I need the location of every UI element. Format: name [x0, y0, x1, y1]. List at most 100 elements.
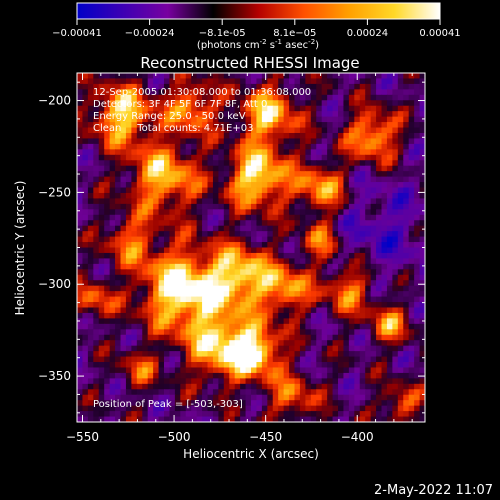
- heatmap-cell: [299, 247, 306, 254]
- heatmap-cell: [180, 394, 187, 401]
- heatmap-cell: [321, 362, 328, 369]
- heatmap-cell: [289, 78, 296, 85]
- heatmap-cell: [98, 171, 105, 178]
- heatmap-cell: [283, 345, 290, 352]
- heatmap-cell: [392, 160, 399, 167]
- heatmap-cell: [299, 372, 306, 379]
- heatmap-cell: [185, 209, 192, 216]
- heatmap-cell: [142, 405, 149, 412]
- heatmap-cell: [180, 198, 187, 205]
- heatmap-cell: [359, 296, 366, 303]
- heatmap-cell: [180, 225, 187, 232]
- heatmap-cell: [370, 285, 377, 292]
- heatmap-cell: [261, 383, 268, 390]
- heatmap-cell: [419, 400, 425, 407]
- heatmap-cell: [93, 378, 100, 385]
- heatmap-cell: [93, 340, 100, 347]
- heatmap-cell: [164, 323, 171, 330]
- heatmap-cell: [261, 231, 268, 238]
- heatmap-cell: [223, 149, 230, 156]
- heatmap-cell: [229, 323, 236, 330]
- heatmap-cell: [207, 209, 214, 216]
- heatmap-cell: [267, 389, 274, 396]
- heatmap-cell: [419, 307, 425, 314]
- heatmap-cell: [245, 209, 252, 216]
- heatmap-cell: [77, 105, 84, 112]
- heatmap-cell: [245, 192, 252, 200]
- heatmap-cell: [294, 329, 301, 336]
- heatmap-cell: [212, 94, 219, 101]
- heatmap-cell: [98, 132, 105, 140]
- heatmap-cell: [283, 351, 290, 358]
- heatmap-cell: [289, 242, 296, 249]
- heatmap-cell: [327, 329, 334, 336]
- heatmap-cell: [207, 231, 214, 238]
- heatmap-cell: [131, 160, 138, 167]
- heatmap-cell: [354, 149, 361, 156]
- heatmap-cell: [419, 176, 425, 183]
- heatmap-cell: [365, 285, 372, 292]
- heatmap-cell: [136, 329, 143, 336]
- heatmap-cell: [338, 394, 345, 401]
- heatmap-cell: [321, 340, 328, 347]
- heatmap-cell: [77, 334, 84, 341]
- heatmap-cell: [158, 263, 165, 270]
- heatmap-cell: [240, 138, 247, 145]
- heatmap-cell: [153, 323, 160, 330]
- heatmap-cell: [82, 269, 89, 276]
- heatmap-cell: [272, 351, 279, 358]
- heatmap-cell: [131, 127, 138, 134]
- heatmap-cell: [202, 143, 209, 150]
- heatmap-cell: [403, 132, 410, 140]
- heatmap-cell: [272, 176, 279, 183]
- heatmap-cell: [229, 225, 236, 232]
- heatmap-cell: [251, 351, 258, 358]
- heatmap-cell: [87, 291, 94, 298]
- heatmap-cell: [327, 89, 334, 96]
- heatmap-cell: [354, 182, 361, 189]
- heatmap-cell: [104, 192, 111, 200]
- heatmap-cell: [272, 116, 279, 123]
- heatmap-cell: [120, 312, 127, 319]
- heatmap-cell: [87, 154, 94, 161]
- heatmap-cell: [115, 362, 122, 369]
- heatmap-cell: [223, 258, 230, 265]
- heatmap-cell: [212, 285, 219, 292]
- heatmap-cell: [267, 122, 274, 129]
- heatmap-cell: [376, 362, 383, 369]
- heatmap-cell: [164, 252, 171, 259]
- heatmap-cell: [223, 176, 230, 183]
- heatmap-cell: [321, 111, 328, 118]
- heatmap-cell: [207, 89, 214, 96]
- heatmap-cell: [104, 383, 111, 390]
- heatmap-cell: [234, 78, 241, 85]
- heatmap-cell: [125, 312, 132, 319]
- heatmap-cell: [305, 138, 312, 145]
- heatmap-cell: [305, 187, 312, 194]
- heatmap-cell: [283, 400, 290, 407]
- heatmap-cell: [365, 323, 372, 330]
- heatmap-cell: [354, 127, 361, 134]
- heatmap-cell: [365, 329, 372, 336]
- heatmap-cell: [381, 378, 388, 385]
- heatmap-cell: [164, 416, 171, 422]
- heatmap-cell: [256, 171, 263, 178]
- heatmap-cell: [120, 400, 127, 407]
- heatmap-cell: [115, 296, 122, 303]
- heatmap-cell: [299, 312, 306, 319]
- heatmap-cell: [131, 296, 138, 303]
- heatmap-cell: [283, 312, 290, 319]
- heatmap-cell: [82, 100, 89, 107]
- heatmap-cell: [338, 400, 345, 407]
- heatmap-cell: [338, 307, 345, 314]
- heatmap-cell: [218, 89, 225, 96]
- heatmap-cell: [164, 236, 171, 243]
- heatmap-cell: [414, 296, 421, 303]
- heatmap-cell: [310, 165, 317, 172]
- heatmap-cell: [196, 258, 203, 265]
- heatmap-cell: [191, 132, 198, 140]
- heatmap-cell: [419, 122, 425, 129]
- heatmap-cell: [223, 132, 230, 140]
- heatmap-cell: [332, 312, 339, 319]
- heatmap-cell: [299, 78, 306, 85]
